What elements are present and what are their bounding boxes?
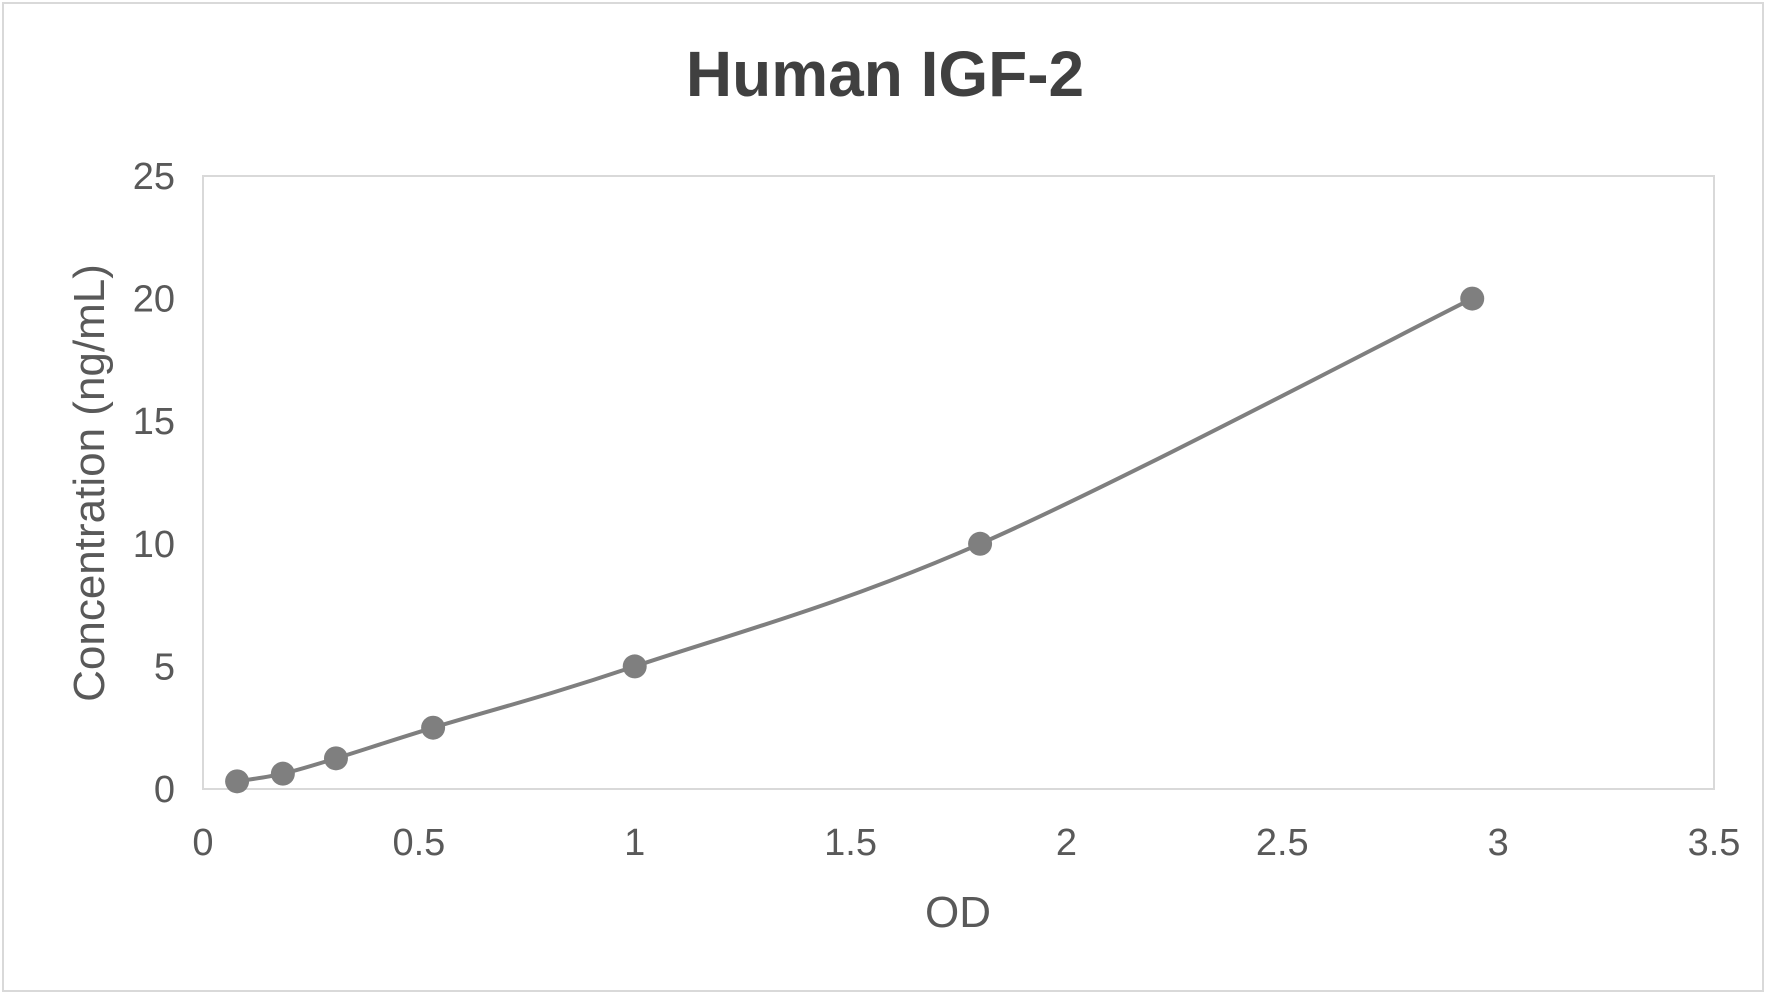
- data-point-marker: [270, 761, 295, 786]
- chart-title: Human IGF-2: [686, 38, 1084, 110]
- x-tick-label: 3: [1488, 822, 1509, 864]
- x-tick-label: 2: [1056, 822, 1077, 864]
- x-tick-label: 2.5: [1256, 822, 1309, 864]
- series-line: [236, 296, 1474, 784]
- series-markers: [225, 286, 1485, 794]
- x-tick-label: 1.5: [824, 822, 877, 864]
- y-tick-label: 25: [133, 156, 175, 198]
- data-point-marker: [1460, 286, 1485, 311]
- y-tick-label: 20: [133, 279, 175, 321]
- x-axis-label: OD: [925, 888, 991, 937]
- x-tick-label: 3.5: [1688, 822, 1741, 864]
- data-point-marker: [622, 654, 647, 679]
- x-axis-ticks: 0 0.5 1 1.5 2 2.5 3 3.5: [192, 822, 1740, 864]
- y-tick-label: 10: [133, 524, 175, 566]
- y-tick-label: 5: [154, 646, 175, 688]
- plot-area: [202, 175, 1715, 790]
- data-point-marker: [968, 531, 993, 556]
- y-tick-label: 15: [133, 401, 175, 443]
- y-axis-label: Concentration (ng/mL): [65, 264, 114, 702]
- x-tick-label: 0.5: [392, 822, 445, 864]
- x-tick-label: 0: [192, 822, 213, 864]
- y-tick-label: 0: [154, 769, 175, 811]
- data-point-marker: [323, 746, 348, 771]
- data-point-marker: [421, 715, 446, 740]
- x-tick-label: 1: [624, 822, 645, 864]
- data-point-marker: [225, 769, 250, 794]
- y-axis-ticks: 0 5 10 15 20 25: [133, 156, 175, 811]
